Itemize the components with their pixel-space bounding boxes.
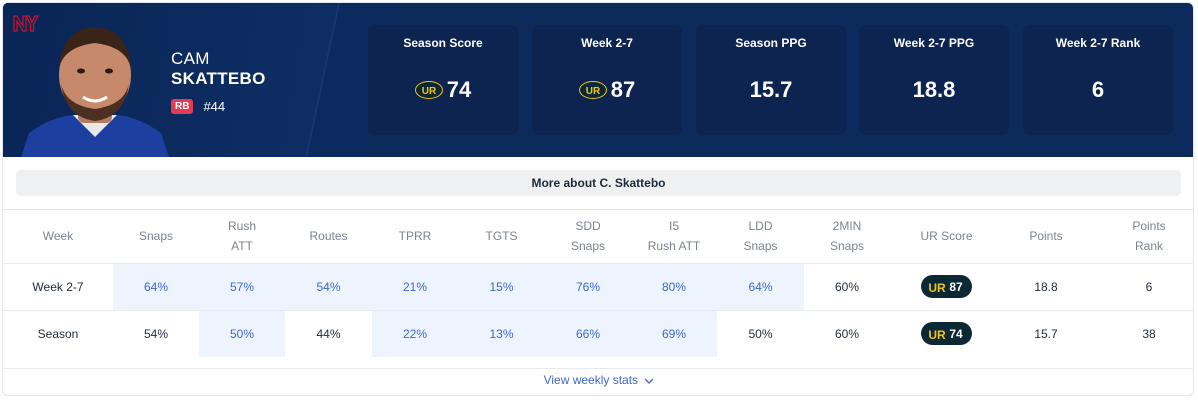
stat-label: Week 2-7: [581, 36, 633, 50]
position-badge: RB: [171, 99, 194, 114]
stat-box-week-score: Week 2-7 UR 87: [532, 25, 682, 135]
player-headshot: [21, 27, 169, 157]
stats-table: Week Snaps Rush ATT Routes TPRR TGTS SDD S…: [3, 210, 1193, 357]
col-header-routes: Routes: [309, 229, 348, 244]
cell-i5-rush-att: 69%: [631, 309, 717, 357]
stat-box-week-ppg: Week 2-7 PPG 18.8: [859, 25, 1009, 135]
ur-logo-icon: UR: [414, 81, 443, 99]
stat-label: Season PPG: [735, 36, 807, 50]
cell-rush-att: 57%: [199, 262, 285, 310]
svg-text:UR: UR: [586, 86, 601, 97]
stat-value: 6: [1091, 77, 1105, 102]
player-name: CAM SKATTEBO: [171, 49, 266, 88]
stat-label: Week 2-7 PPG: [893, 36, 975, 50]
col-header-rush-att: Rush ATT: [227, 219, 256, 254]
cell-ur-score: UR 74: [890, 309, 1003, 357]
cell-sdd-snaps: 66%: [545, 309, 631, 357]
cell-routes: 44%: [285, 309, 372, 357]
cell-tgts: 15%: [458, 262, 545, 310]
ur-score-pill: UR 87: [921, 275, 972, 298]
cell-week: Season: [3, 309, 113, 357]
ur-logo-icon: UR: [929, 328, 947, 341]
col-header-2min-snaps: 2MIN Snaps: [829, 219, 865, 254]
player-hero: CAM SKATTEBO RB #44 Season Score UR 74 W…: [3, 3, 1193, 157]
cell-points-rank: 38: [1089, 309, 1193, 357]
col-header-i5-rush-att: I5 Rush ATT: [647, 219, 701, 254]
cell-points: 18.8: [1003, 262, 1089, 310]
stat-box-season-score: Season Score UR 74: [368, 25, 518, 135]
position-row: RB #44: [171, 99, 225, 114]
cell-ur-score: UR 87: [890, 262, 1003, 310]
stat-value: 87: [610, 77, 636, 102]
jersey-number: #44: [203, 99, 226, 114]
cell-sdd-snaps: 76%: [545, 262, 631, 310]
svg-text:UR: UR: [422, 86, 437, 97]
cell-snaps: 64%: [113, 262, 199, 310]
stat-label: Season Score: [403, 36, 483, 50]
cell-ldd-snaps: 64%: [717, 262, 804, 310]
ur-logo-icon: UR: [578, 81, 607, 99]
chevron-down-icon: [644, 378, 654, 384]
table-row-week: Week 2-7 64% 57% 54% 21% 15% 76% 80% 64%…: [3, 262, 1193, 310]
svg-text:UR: UR: [929, 328, 947, 341]
stat-value: 74: [446, 77, 472, 102]
player-first-name: CAM: [171, 49, 210, 68]
col-header-tgts: TGTS: [485, 229, 518, 244]
col-header-points-rank: Points Rank: [1132, 219, 1166, 254]
cell-points: 15.7: [1003, 309, 1089, 357]
cell-tprr: 22%: [372, 309, 458, 357]
ur-score-value: 74: [949, 326, 963, 341]
stat-label: Week 2-7 Rank: [1055, 36, 1141, 50]
view-weekly-label: View weekly stats: [543, 373, 639, 387]
svg-text:UR: UR: [929, 281, 947, 294]
view-weekly-stats-link[interactable]: View weekly stats: [3, 368, 1193, 387]
table-header-row: Week Snaps Rush ATT Routes TPRR TGTS SDD S…: [3, 210, 1193, 263]
cell-tprr: 21%: [372, 262, 458, 310]
col-header-ur-score: UR Score: [920, 229, 973, 244]
table-row-season: Season 54% 50% 44% 22% 13% 66% 69% 50% 6…: [3, 309, 1193, 357]
col-header-snaps: Snaps: [138, 229, 174, 244]
cell-i5-rush-att: 80%: [631, 262, 717, 310]
stat-box-week-rank: Week 2-7 Rank 6: [1023, 25, 1173, 135]
more-about-button[interactable]: More about C. Skattebo: [16, 170, 1181, 196]
ur-score-value: 87: [949, 279, 963, 294]
stat-value: 18.8: [912, 77, 956, 102]
cell-week: Week 2-7: [3, 262, 113, 310]
ur-score-pill: UR 74: [921, 322, 972, 346]
cell-2min-snaps: 60%: [804, 309, 890, 357]
ur-logo-icon: UR: [929, 281, 947, 294]
col-header-week: Week: [42, 229, 74, 244]
ny-giants-logo-icon: [13, 15, 40, 32]
cell-tgts: 13%: [458, 309, 545, 357]
divider: [3, 209, 1193, 210]
cell-snaps: 54%: [113, 309, 199, 357]
col-header-ldd-snaps: LDD Snaps: [743, 219, 778, 254]
stat-box-season-ppg: Season PPG 15.7: [696, 25, 846, 135]
cell-2min-snaps: 60%: [804, 262, 890, 310]
col-header-points: Points: [1029, 229, 1063, 244]
cell-ldd-snaps: 50%: [717, 309, 804, 357]
cell-points-rank: 6: [1089, 262, 1193, 310]
cell-rush-att: 50%: [199, 309, 285, 357]
col-header-tprr: TPRR: [398, 229, 432, 244]
stat-value: 15.7: [749, 77, 793, 102]
cell-routes: 54%: [285, 262, 372, 310]
col-header-sdd-snaps: SDD Snaps: [570, 219, 606, 254]
player-last-name: SKATTEBO: [171, 68, 266, 88]
